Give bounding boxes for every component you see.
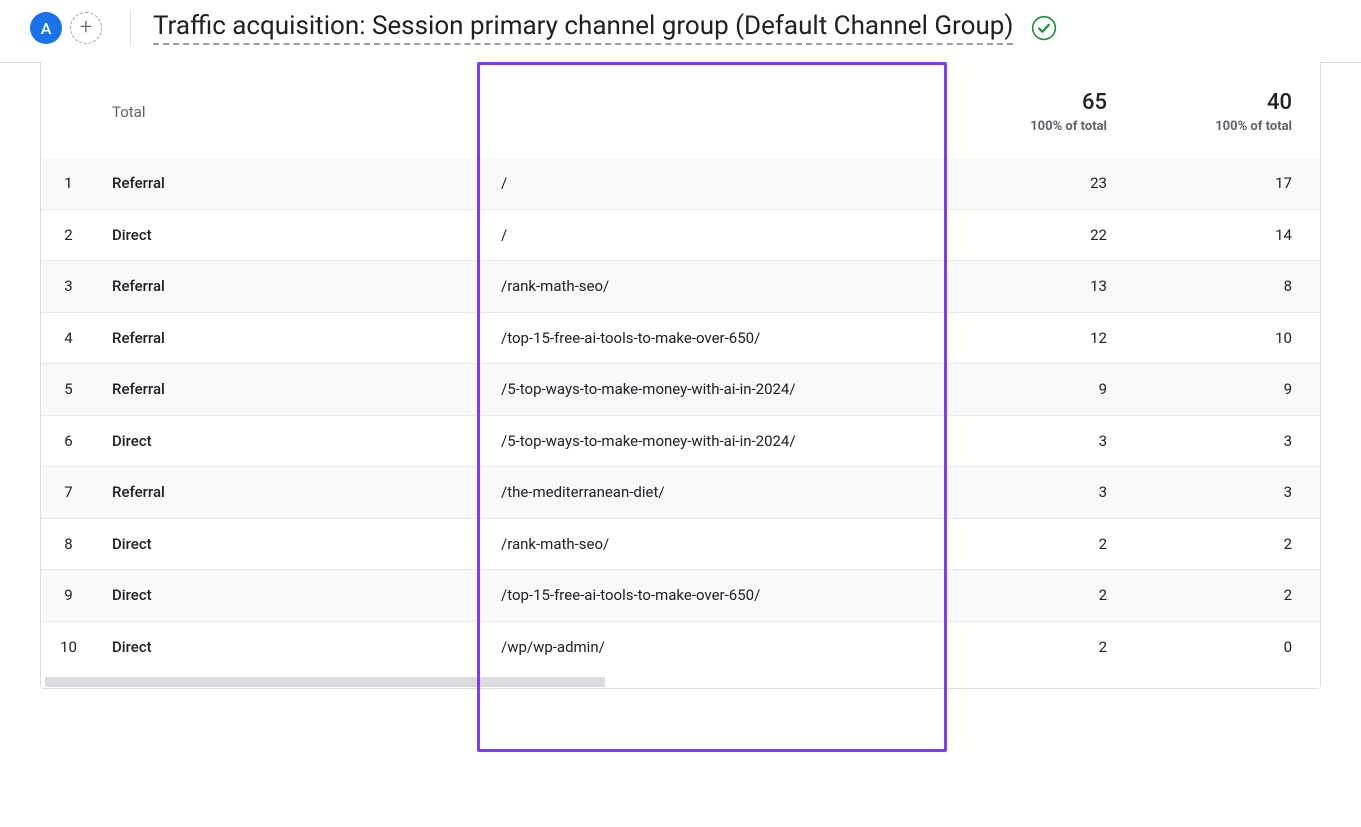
- metric-1-cell: 23: [891, 158, 1135, 209]
- metric-2-cell: 10: [1135, 312, 1320, 364]
- landing-page-cell[interactable]: /: [411, 209, 891, 261]
- channel-cell[interactable]: Referral: [96, 158, 411, 209]
- metric-2-cell: 3: [1135, 467, 1320, 519]
- landing-page-cell[interactable]: /: [411, 158, 891, 209]
- metric-1-cell: 3: [891, 467, 1135, 519]
- total-col1-value: 65: [903, 90, 1107, 115]
- table-row[interactable]: 8Direct/rank-math-seo/22: [41, 518, 1320, 570]
- total-col2-value: 40: [1147, 90, 1292, 115]
- metric-2-cell: 2: [1135, 518, 1320, 570]
- row-number: 1: [41, 158, 96, 209]
- table-body: 1Referral/23172Direct/22143Referral/rank…: [41, 158, 1320, 672]
- metric-2-cell: 0: [1135, 621, 1320, 672]
- report-content: Total 65 100% of total 40 100% of total …: [0, 62, 1361, 689]
- table-row[interactable]: 6Direct/5-top-ways-to-make-money-with-ai…: [41, 415, 1320, 467]
- landing-page-cell[interactable]: /wp/wp-admin/: [411, 621, 891, 672]
- total-col2-pct: 100% of total: [1147, 119, 1292, 134]
- report-header: A + Traffic acquisition: Session primary…: [0, 0, 1361, 63]
- landing-page-cell[interactable]: /5-top-ways-to-make-money-with-ai-in-202…: [411, 364, 891, 416]
- table-row[interactable]: 4Referral/top-15-free-ai-tools-to-make-o…: [41, 312, 1320, 364]
- metric-2-cell: 14: [1135, 209, 1320, 261]
- table-row[interactable]: 1Referral/2317: [41, 158, 1320, 209]
- row-number: 6: [41, 415, 96, 467]
- metric-1-cell: 9: [891, 364, 1135, 416]
- channel-cell[interactable]: Direct: [96, 518, 411, 570]
- metric-2-cell: 17: [1135, 158, 1320, 209]
- metric-1-cell: 22: [891, 209, 1135, 261]
- metric-2-cell: 2: [1135, 570, 1320, 622]
- channel-cell[interactable]: Direct: [96, 415, 411, 467]
- table-row[interactable]: 7Referral/the-mediterranean-diet/33: [41, 467, 1320, 519]
- landing-page-cell[interactable]: /5-top-ways-to-make-money-with-ai-in-202…: [411, 415, 891, 467]
- row-number: 9: [41, 570, 96, 622]
- scrollbar-track: [45, 677, 605, 687]
- metric-2-cell: 8: [1135, 261, 1320, 313]
- row-number: 7: [41, 467, 96, 519]
- table-row[interactable]: 5Referral/5-top-ways-to-make-money-with-…: [41, 364, 1320, 416]
- metric-1-cell: 2: [891, 570, 1135, 622]
- metric-1-cell: 12: [891, 312, 1135, 364]
- table-row[interactable]: 2Direct/2214: [41, 209, 1320, 261]
- row-number: 8: [41, 518, 96, 570]
- add-segment-button[interactable]: +: [70, 12, 102, 44]
- total-col1-pct: 100% of total: [903, 119, 1107, 134]
- header-divider: [130, 10, 131, 46]
- channel-cell[interactable]: Direct: [96, 570, 411, 622]
- metric-2-cell: 3: [1135, 415, 1320, 467]
- total-col1: 65 100% of total: [891, 62, 1135, 158]
- plus-icon: +: [80, 17, 92, 39]
- segment-avatar[interactable]: A: [30, 12, 62, 44]
- channel-cell[interactable]: Direct: [96, 209, 411, 261]
- traffic-table: Total 65 100% of total 40 100% of total …: [41, 62, 1320, 672]
- metric-1-cell: 13: [891, 261, 1135, 313]
- table-row[interactable]: 10Direct/wp/wp-admin/20: [41, 621, 1320, 672]
- row-number: 2: [41, 209, 96, 261]
- scrollbar-thumb[interactable]: [45, 677, 605, 687]
- channel-cell[interactable]: Referral: [96, 467, 411, 519]
- metric-1-cell: 2: [891, 518, 1135, 570]
- report-title[interactable]: Traffic acquisition: Session primary cha…: [153, 11, 1013, 45]
- totals-row: Total 65 100% of total 40 100% of total: [41, 62, 1320, 158]
- row-number: 10: [41, 621, 96, 672]
- row-number: 5: [41, 364, 96, 416]
- metric-1-cell: 3: [891, 415, 1135, 467]
- channel-cell[interactable]: Referral: [96, 261, 411, 313]
- row-number: 3: [41, 261, 96, 313]
- avatar-letter: A: [41, 19, 52, 38]
- channel-cell[interactable]: Referral: [96, 312, 411, 364]
- data-table-container: Total 65 100% of total 40 100% of total …: [40, 62, 1321, 689]
- table-row[interactable]: 3Referral/rank-math-seo/138: [41, 261, 1320, 313]
- row-number: 4: [41, 312, 96, 364]
- horizontal-scrollbar[interactable]: [41, 674, 1320, 688]
- landing-page-cell[interactable]: /rank-math-seo/: [411, 518, 891, 570]
- metric-2-cell: 9: [1135, 364, 1320, 416]
- total-label: Total: [96, 62, 411, 158]
- metric-1-cell: 2: [891, 621, 1135, 672]
- channel-cell[interactable]: Direct: [96, 621, 411, 672]
- landing-page-cell[interactable]: /the-mediterranean-diet/: [411, 467, 891, 519]
- landing-page-cell[interactable]: /top-15-free-ai-tools-to-make-over-650/: [411, 570, 891, 622]
- landing-page-cell[interactable]: /top-15-free-ai-tools-to-make-over-650/: [411, 312, 891, 364]
- channel-cell[interactable]: Referral: [96, 364, 411, 416]
- total-col2: 40 100% of total: [1135, 62, 1320, 158]
- status-check-icon[interactable]: [1031, 15, 1057, 41]
- table-row[interactable]: 9Direct/top-15-free-ai-tools-to-make-ove…: [41, 570, 1320, 622]
- landing-page-cell[interactable]: /rank-math-seo/: [411, 261, 891, 313]
